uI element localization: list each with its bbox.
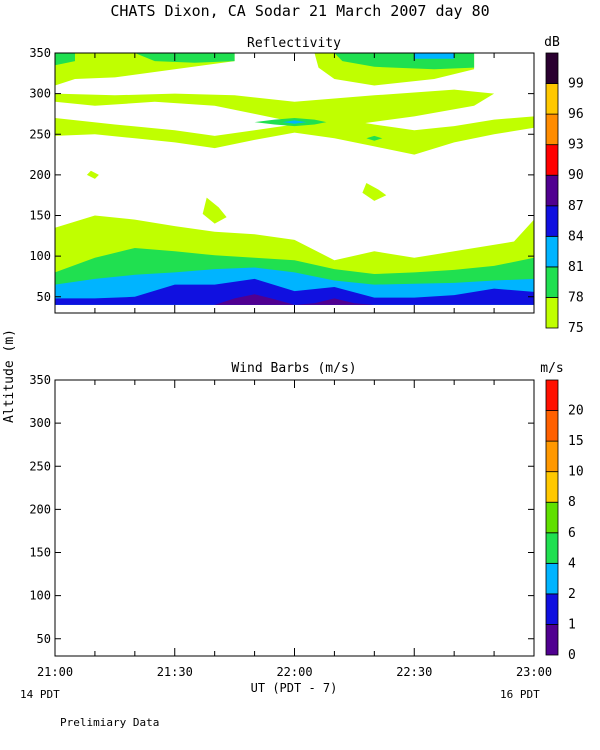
wind-barbs-colorbar-swatch [545, 440, 559, 473]
reflectivity-patch-75 [55, 116, 534, 155]
x-tick-label: 23:00 [516, 665, 552, 679]
wind-barbs-plot-area [54, 379, 535, 657]
reflectivity-y-tick-label: 250 [29, 127, 51, 141]
local-time-right: 16 PDT [500, 688, 540, 701]
reflectivity-y-tick-label: 50 [37, 290, 51, 304]
figure-title: CHATS Dixon, CA Sodar 21 March 2007 day … [110, 2, 489, 20]
wind-barbs-y-tick-label: 350 [29, 373, 51, 387]
reflectivity-contour-84 [55, 278, 534, 305]
reflectivity-colorbar-swatch [545, 83, 559, 115]
x-tick-label: 22:30 [396, 665, 432, 679]
wind-barbs-title: Wind Barbs (m/s) [231, 361, 356, 376]
reflectivity-title: Reflectivity [247, 36, 341, 51]
reflectivity-contour-87 [214, 294, 375, 305]
wind-barbs-y-tick-label: 100 [29, 589, 51, 603]
x-tick-label: 22:00 [276, 665, 312, 679]
reflectivity-patch-78 [134, 53, 235, 63]
reflectivity-colorbar-swatch [545, 266, 559, 298]
reflectivity-colorbar-swatch [545, 52, 559, 84]
footer-note: Prelimiary Data [60, 716, 159, 729]
wind-barbs-y-axis: 50 100 150 200 250 300 350 [29, 373, 534, 646]
reflectivity-patch-81 [414, 53, 455, 59]
wind-barbs-colorbar-swatch [545, 624, 559, 656]
wind-barbs-colorbar: 0 1 2 4 6 8 10 15 20 [545, 379, 584, 663]
reflectivity-x-ticks [54, 53, 535, 313]
wind-barbs-y-tick-label: 300 [29, 416, 51, 430]
reflectivity-y-tick-label: 150 [29, 209, 51, 223]
wind-barbs-x-ticks [54, 380, 535, 656]
wind-barbs-colorbar-swatch [545, 379, 559, 411]
reflectivity-y-tick-label: 100 [29, 249, 51, 263]
reflectivity-patch-78 [366, 135, 383, 141]
wind-barbs-colorbar-label: 4 [568, 556, 576, 571]
wind-barbs-colorbar-swatch [545, 501, 559, 534]
reflectivity-colorbar-label: 96 [568, 107, 584, 122]
x-tick-label: 21:30 [157, 665, 193, 679]
wind-barbs-colorbar-label: 6 [568, 526, 576, 541]
reflectivity-colorbar-swatch [545, 144, 559, 176]
reflectivity-colorbar-label: 75 [568, 321, 584, 336]
reflectivity-colorbar-label: 90 [568, 168, 584, 183]
reflectivity-patch-75 [362, 183, 387, 201]
reflectivity-contours [55, 53, 534, 305]
wind-barbs-colorbar-swatch [545, 593, 559, 625]
wind-barbs-colorbar-label: 8 [568, 495, 576, 510]
reflectivity-colorbar-label: 93 [568, 138, 584, 153]
reflectivity-colorbar-label: 81 [568, 260, 584, 275]
wind-barbs-y-tick-label: 150 [29, 546, 51, 560]
reflectivity-colorbar-swatch [545, 174, 559, 207]
reflectivity-colorbar-label: 99 [568, 77, 584, 92]
reflectivity-patch-81 [282, 120, 307, 124]
reflectivity-patch-75 [86, 170, 99, 179]
wind-barbs-colorbar-unit: m/s [540, 361, 563, 376]
wind-barbs-colorbar-label: 2 [568, 587, 576, 602]
x-tick-label: 21:00 [37, 665, 73, 679]
wind-barbs-colorbar-label: 10 [568, 465, 584, 480]
y-axis-label: Altitude (m) [2, 329, 17, 423]
wind-barbs-colorbar-swatch [545, 410, 559, 442]
reflectivity-colorbar-unit: dB [544, 35, 560, 50]
wind-barbs-colorbar-label: 20 [568, 404, 584, 419]
wind-barbs-y-tick-label: 200 [29, 502, 51, 516]
reflectivity-colorbar-label: 78 [568, 290, 584, 305]
reflectivity-y-tick-label: 300 [29, 87, 51, 101]
x-axis-label: UT (PDT - 7) [251, 681, 338, 695]
reflectivity-colorbar-label: 87 [568, 199, 584, 214]
reflectivity-colorbar-swatch [545, 205, 559, 237]
local-time-left: 14 PDT [20, 688, 60, 701]
reflectivity-colorbar-swatch [545, 235, 559, 268]
reflectivity-y-tick-label: 200 [29, 168, 51, 182]
reflectivity-patch-78 [55, 53, 75, 66]
wind-barbs-colorbar-swatch [545, 562, 559, 595]
wind-barbs-colorbar-swatch [545, 532, 559, 564]
reflectivity-colorbar-swatch [545, 113, 559, 146]
wind-barbs-colorbar-label: 0 [568, 648, 576, 663]
reflectivity-colorbar-label: 84 [568, 229, 584, 244]
x-axis-tick-labels: 21:00 21:30 22:00 22:30 23:00 [37, 665, 552, 679]
reflectivity-patch-75 [55, 89, 495, 125]
reflectivity-colorbar: 75 78 81 84 87 90 93 96 99 [545, 52, 584, 336]
reflectivity-y-tick-label: 350 [29, 46, 51, 60]
reflectivity-colorbar-swatch [545, 297, 559, 329]
wind-barbs-colorbar-label: 1 [568, 617, 576, 632]
wind-barbs-y-tick-label: 50 [37, 632, 51, 646]
reflectivity-patch-75 [202, 197, 227, 224]
wind-barbs-y-tick-label: 250 [29, 459, 51, 473]
reflectivity-y-axis: 50 100 150 200 250 300 350 [29, 46, 534, 304]
wind-barbs-colorbar-label: 15 [568, 434, 584, 449]
wind-barbs-colorbar-swatch [545, 471, 559, 503]
